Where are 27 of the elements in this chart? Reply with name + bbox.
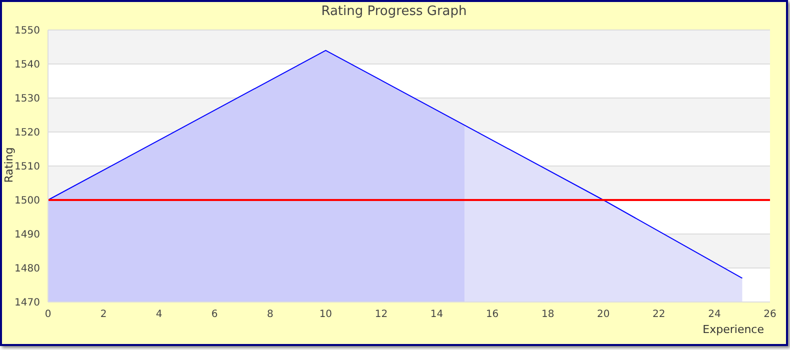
x-tick-label: 6: [211, 309, 218, 320]
x-tick-label: 16: [486, 309, 499, 320]
x-tick-label: 0: [44, 309, 52, 320]
x-axis-title: Experience: [702, 323, 764, 336]
x-tick-label: 18: [541, 309, 554, 320]
y-tick-label: 1520: [14, 128, 40, 139]
y-tick-label: 1470: [14, 298, 40, 309]
x-tick-label: 20: [597, 309, 610, 320]
x-tick-label: 22: [652, 309, 666, 320]
x-tick-label: 12: [374, 309, 388, 320]
y-axis-title: Rating: [2, 147, 16, 183]
y-tick-label: 1510: [14, 162, 40, 173]
line-series: [48, 50, 743, 279]
x-tick-label: 24: [708, 309, 721, 320]
x-tick-label: 8: [266, 309, 274, 320]
y-tick-label: 1530: [14, 94, 40, 105]
x-tick-label: 2: [100, 309, 107, 320]
x-tick-label: 26: [764, 309, 776, 320]
x-tick-label: 14: [430, 309, 444, 320]
y-tick-label: 1550: [14, 26, 40, 37]
x-tick-label: 4: [156, 309, 162, 320]
y-tick-label: 1500: [14, 196, 40, 207]
x-tick-label: 10: [319, 309, 332, 320]
y-tick-label: 1490: [14, 230, 40, 241]
y-tick-label: 1540: [14, 60, 40, 71]
y-tick-label: 1480: [14, 264, 40, 275]
chart-title: Rating Progress Graph: [320, 4, 468, 19]
